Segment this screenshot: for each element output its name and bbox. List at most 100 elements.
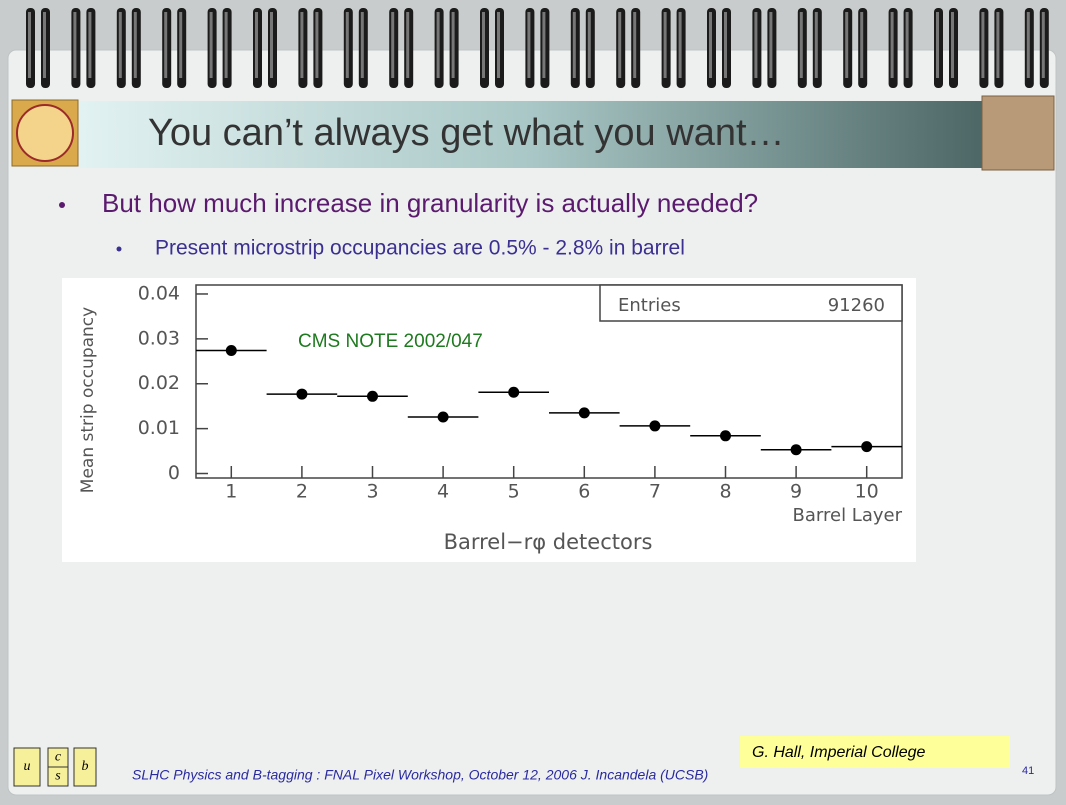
ring-highlight [1026, 12, 1030, 78]
detector-image [981, 95, 1055, 171]
y-axis-label: Mean strip occupancy [78, 307, 98, 493]
ring-highlight [769, 12, 773, 78]
ring-highlight [709, 12, 712, 78]
ring-highlight [315, 12, 319, 78]
ring-highlight [845, 12, 849, 78]
ring-highlight [1041, 12, 1045, 78]
ring-highlight [890, 12, 894, 78]
ring-highlight [663, 12, 667, 78]
ring-highlight [799, 12, 803, 78]
credit-box [740, 736, 1010, 768]
logo-letter: b [82, 759, 89, 774]
x-tick-label: 9 [790, 481, 802, 503]
data-point [367, 390, 378, 402]
x-tick-label: 6 [578, 481, 590, 503]
ring-highlight [482, 12, 485, 78]
title-bar [80, 101, 982, 168]
ring-highlight [451, 12, 455, 78]
ring-highlight [587, 12, 591, 78]
cms-logo-ring [16, 104, 74, 162]
ring-highlight [28, 12, 31, 78]
x-axis-label: Barrel Layer [793, 505, 903, 526]
data-point [649, 420, 661, 432]
ring-highlight [572, 12, 576, 78]
ring-highlight [814, 12, 818, 78]
bullet-dot [59, 202, 65, 208]
bullet: But how much increase in granularity is … [102, 188, 758, 218]
bullet-dot [116, 246, 122, 252]
ring-highlight [164, 12, 168, 78]
ring-highlight [936, 12, 939, 78]
ring-highlight [270, 12, 273, 78]
stats-value: 91260 [828, 295, 885, 316]
ring-highlight [678, 12, 682, 78]
data-point [437, 411, 449, 423]
data-point [578, 407, 590, 419]
ring-highlight [724, 12, 727, 78]
ring-highlight [118, 12, 122, 78]
logo-box [47, 766, 69, 787]
y-tick-label: 0.04 [138, 282, 180, 304]
y-tick-label: 0 [168, 462, 180, 484]
logo-letter: u [24, 759, 31, 774]
x-tick-label: 10 [855, 481, 879, 503]
ring-highlight [527, 12, 531, 78]
x-tick-label: 5 [508, 481, 520, 503]
ring-highlight [345, 12, 349, 78]
logo-box [73, 747, 97, 787]
ring-highlight [73, 12, 77, 78]
annotation: CMS NOTE 2002/047 [298, 331, 483, 352]
data-point [296, 388, 308, 400]
ring-highlight [179, 12, 183, 78]
y-tick-label: 0.01 [138, 417, 180, 439]
x-tick-label: 2 [296, 481, 308, 503]
logo-letter: c [55, 750, 62, 765]
y-tick-label: 0.02 [138, 372, 180, 394]
ring-highlight [406, 12, 410, 78]
ring-highlight [209, 12, 213, 78]
data-point [720, 430, 731, 442]
chart-background [62, 278, 916, 562]
ring-highlight [133, 12, 137, 78]
ring-highlight [224, 12, 228, 78]
slide-title: You can’t always get what you want… [148, 112, 785, 154]
credit: G. Hall, Imperial College [752, 744, 926, 761]
footer: SLHC Physics and B-tagging : FNAL Pixel … [132, 767, 708, 783]
ring-highlight [360, 12, 364, 78]
page-number: 41 [1022, 765, 1034, 777]
ring-highlight [633, 12, 637, 78]
y-tick-label: 0.03 [138, 327, 180, 349]
ring-highlight [43, 12, 46, 78]
logo-box [13, 747, 41, 787]
x-tick-label: 4 [437, 481, 449, 503]
data-point [790, 444, 802, 456]
spiral-rings [26, 8, 1049, 88]
ring-highlight [436, 12, 440, 78]
ring-highlight [905, 12, 909, 78]
data-point [861, 441, 873, 453]
ring-highlight [754, 12, 758, 78]
data-point [508, 386, 520, 398]
sub-bullet: Present microstrip occupancies are 0.5% … [155, 237, 685, 260]
ring-highlight [618, 12, 622, 78]
logo-letter: s [55, 769, 61, 784]
ring-highlight [88, 12, 92, 78]
ring-highlight [996, 12, 1000, 78]
ring-highlight [860, 12, 864, 78]
ring-highlight [497, 12, 500, 78]
x-tick-label: 7 [649, 481, 661, 503]
ring-highlight [300, 12, 304, 78]
chart-caption: Barrel−rφ detectors [444, 530, 653, 554]
ring-highlight [255, 12, 258, 78]
ring-highlight [391, 12, 395, 78]
stats-box [599, 284, 903, 322]
ring-highlight [542, 12, 546, 78]
data-point [225, 345, 237, 357]
ring-highlight [981, 12, 985, 78]
x-tick-label: 3 [366, 481, 378, 503]
plot-frame [195, 284, 903, 479]
ring-highlight [951, 12, 954, 78]
stats-label: Entries [618, 295, 681, 316]
